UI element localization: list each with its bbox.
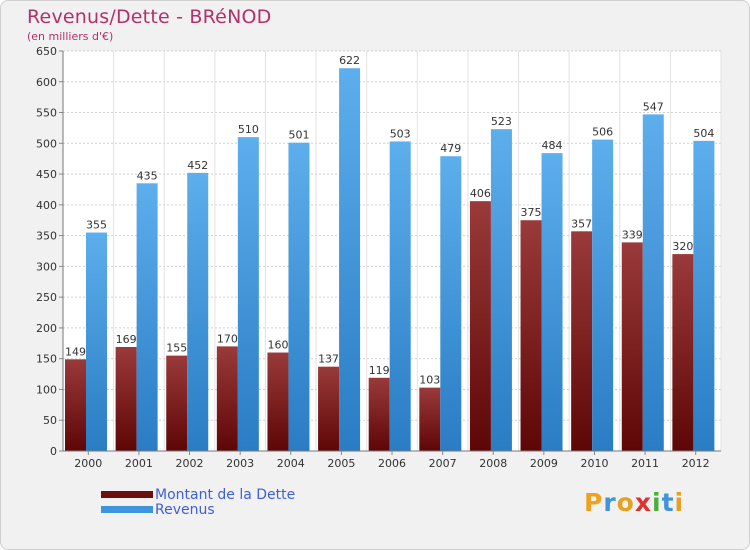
x-tick-label: 2009 [530,457,558,470]
y-tick-label: 500 [36,137,57,150]
data-label: 484 [542,139,563,152]
y-tick-label: 200 [36,322,57,335]
bar-debt [621,242,643,451]
data-labels: 149 355 169 435 155 452 170 510 160 501 137 622 119 5… [65,54,714,386]
bar-revenue [642,114,664,451]
bar-revenue [339,68,361,451]
data-label: 103 [419,374,440,387]
data-label: 339 [622,228,643,241]
data-label: 170 [217,332,238,345]
x-tick-label: 2003 [226,457,254,470]
x-tick-label: 2001 [125,457,153,470]
legend-label-debt: Montant de la Dette [155,487,296,503]
data-label: 119 [369,364,390,377]
legend-swatch-revenue [101,506,153,513]
bar-revenue [86,232,107,451]
data-label: 503 [390,127,411,140]
y-tick-label: 600 [36,76,57,89]
x-tick-label: 2002 [176,457,204,470]
data-label: 452 [187,159,208,172]
x-tick-label: 2000 [74,457,102,470]
data-label: 501 [288,129,309,142]
y-tick-label: 650 [36,45,57,58]
data-label: 523 [491,115,512,128]
bar-debt [419,387,441,451]
bar-debt [368,377,390,451]
bar-debt [115,347,137,451]
chart-title: Revenus/Dette - BRéNOD [27,6,272,28]
data-label: 375 [521,206,542,219]
x-tick-label: 2007 [429,457,457,470]
bar-revenue [389,141,411,451]
bar-revenue [541,153,563,451]
logo-letter: x [634,488,652,517]
data-label: 137 [318,353,339,366]
y-tick-label: 50 [43,414,57,427]
data-label: 160 [267,339,288,352]
x-tick-label: 2005 [327,457,355,470]
data-label: 504 [693,127,714,140]
data-label: 406 [470,187,491,200]
x-tick-label: 2011 [631,457,659,470]
data-label: 149 [65,345,86,358]
x-tick-label: 2012 [682,457,710,470]
bar-debt [166,355,188,451]
bar-revenue [490,129,512,451]
logo-letter: i [674,488,685,517]
bar-revenue [237,137,259,451]
data-label: 169 [116,333,137,346]
y-tick-label: 150 [36,353,57,366]
bar-revenue [440,156,462,451]
x-tick-label: 2006 [378,457,406,470]
y-tick-label: 350 [36,230,57,243]
logo-letter: P [584,488,604,517]
x-tick-label: 2010 [580,457,608,470]
bar-revenue [693,140,715,451]
y-tick-label: 300 [36,260,57,273]
y-tick-label: 250 [36,291,57,304]
chart-subtitle: (en milliers d'€) [27,30,114,43]
data-label: 435 [137,169,158,182]
legend-label-revenue: Revenus [155,502,215,518]
data-label: 547 [643,100,664,113]
x-tick-label: 2008 [479,457,507,470]
proxiti-logo: Proxiti [584,488,684,517]
data-label: 506 [592,126,613,139]
bar-debt [65,359,86,451]
bar-debt [216,346,238,451]
data-label: 155 [166,342,187,355]
bar-revenue [288,142,310,451]
axes: 0 50 100 150 200 250 300 350 400 450 500 550 600 650 2… [36,45,721,470]
bar-revenue [136,183,158,452]
bar-revenue [187,172,209,451]
bar-debt [469,201,491,451]
data-label: 357 [571,217,592,230]
data-label: 320 [672,240,693,253]
legend-swatch-debt [101,491,153,498]
logo-letter: o [616,488,635,517]
data-label: 510 [238,123,259,136]
data-label: 355 [86,219,107,232]
logo-letter: i [652,488,662,517]
bar-debt [520,220,542,451]
x-tick-label: 2004 [277,457,305,470]
bar-debt [571,231,593,451]
y-tick-label: 450 [36,168,57,181]
y-tick-label: 550 [36,107,57,120]
data-label: 479 [440,142,461,155]
bar-revenue [592,139,614,451]
y-tick-label: 400 [36,199,57,212]
bar-debt [267,352,289,451]
logo-letter: r [603,488,617,517]
logo-letter: t [661,488,675,517]
bar-debt [672,254,694,451]
bar-debt [318,366,340,451]
data-label: 622 [339,54,360,67]
bars [65,68,715,452]
y-tick-label: 0 [50,445,57,458]
y-tick-label: 100 [36,383,57,396]
